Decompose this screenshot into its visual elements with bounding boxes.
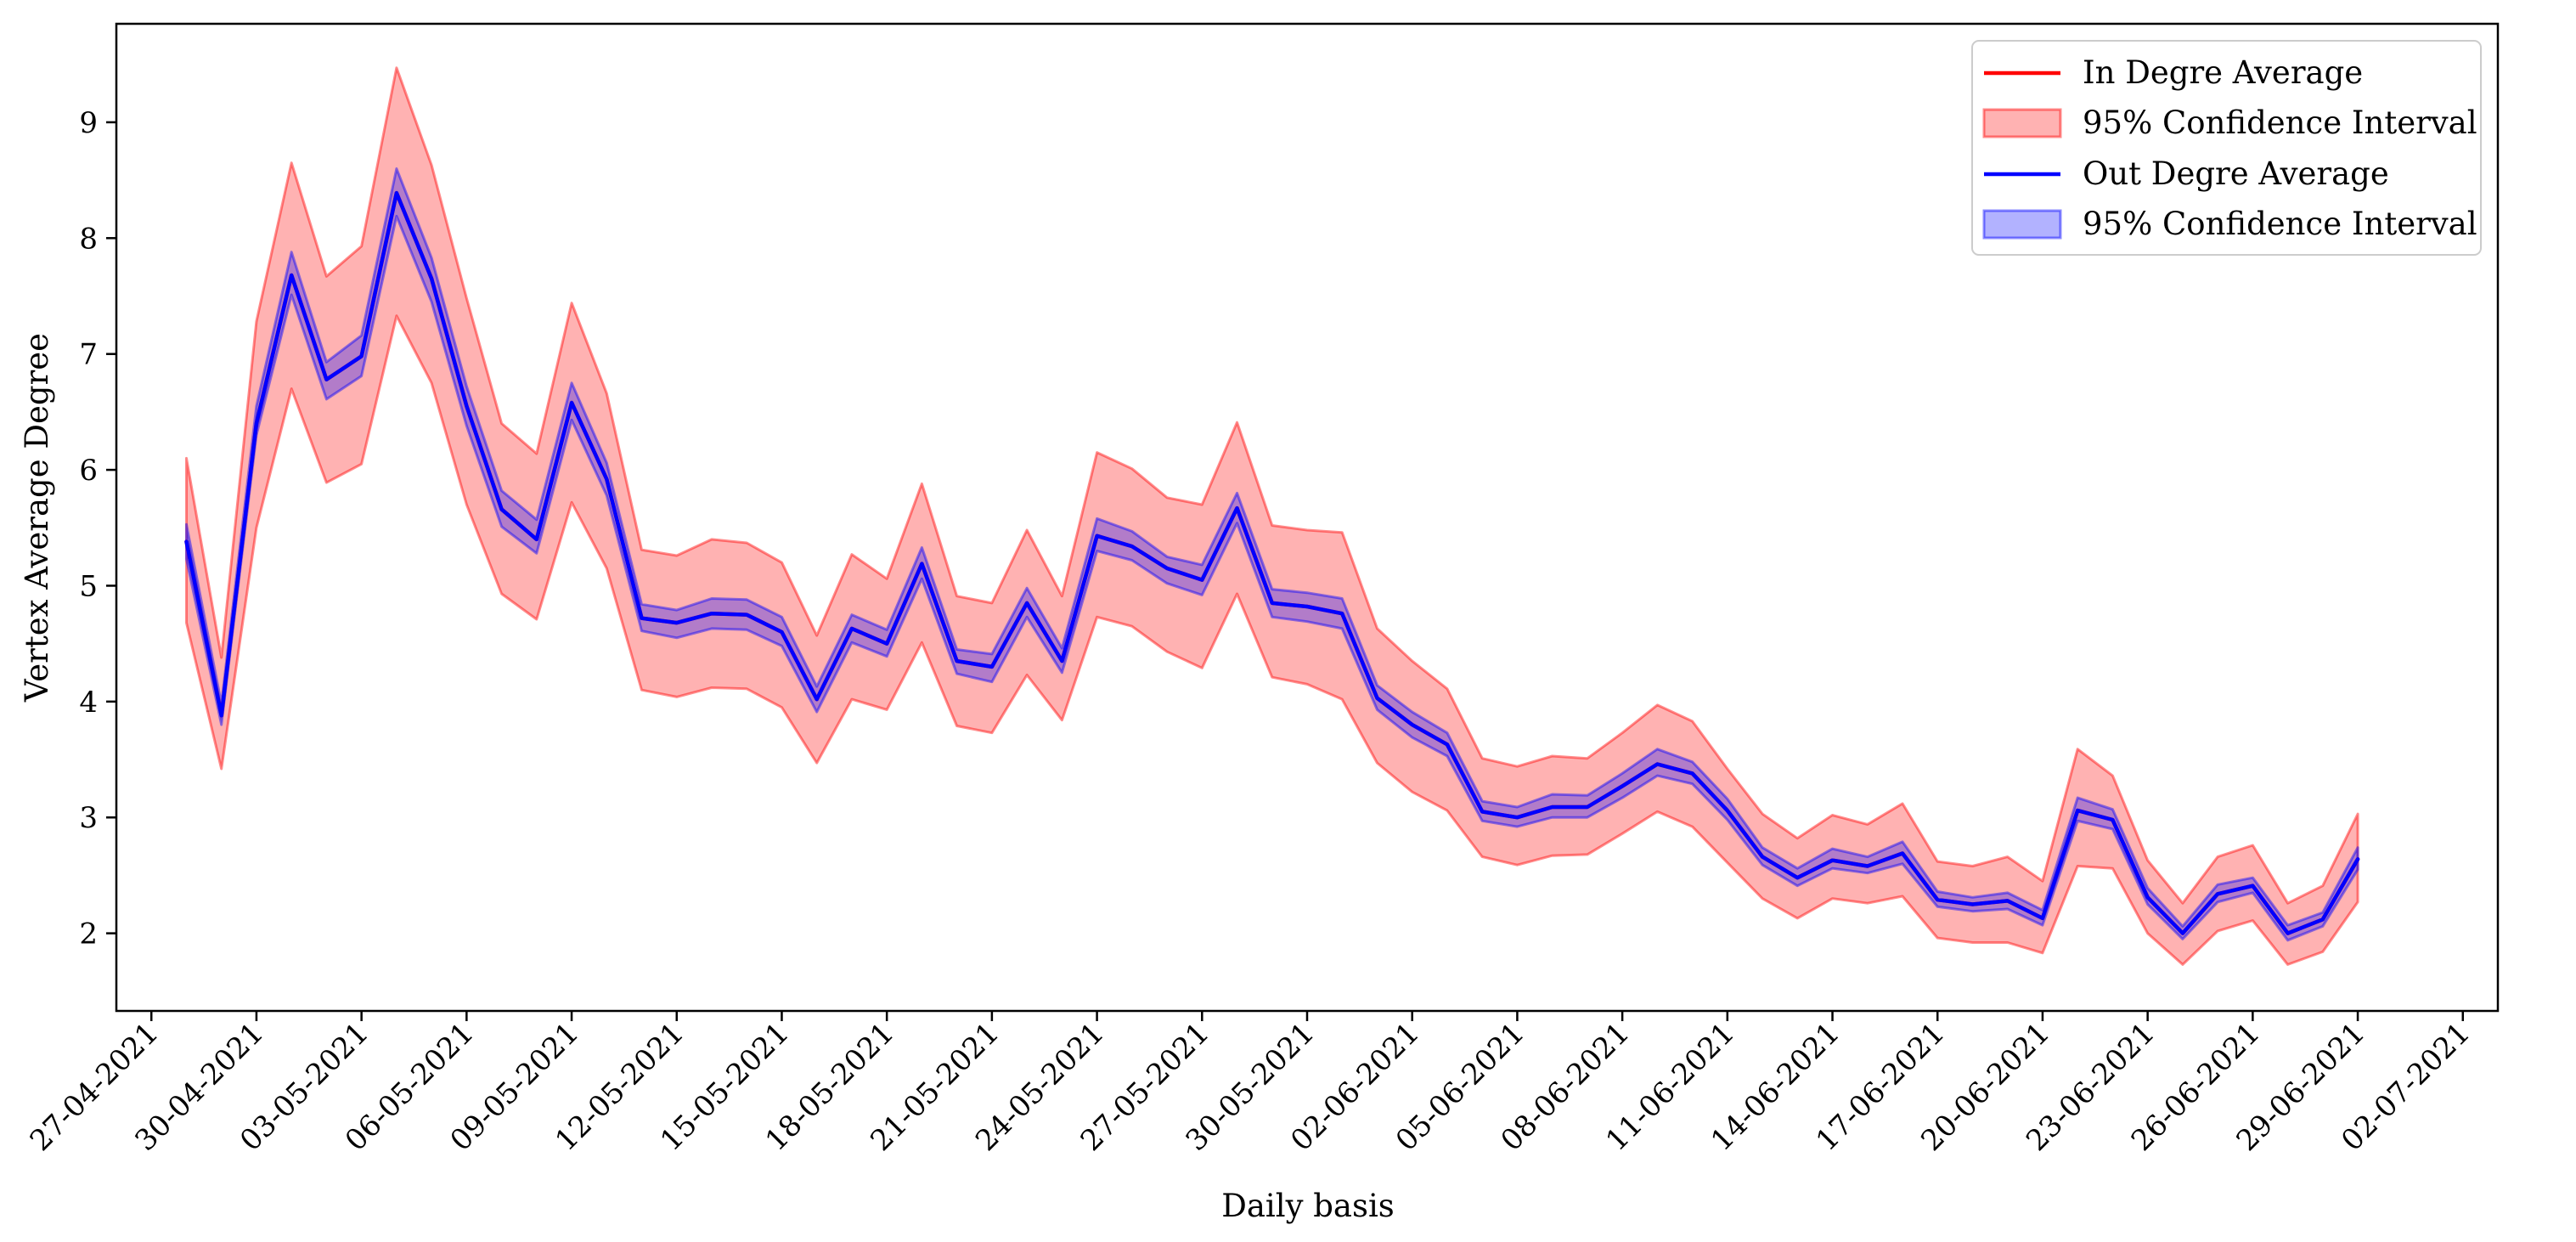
legend-patch-swatch [1982, 209, 2062, 240]
y-axis: 2 3 4 5 6 7 8 9 [79, 106, 116, 951]
y-tick-label: 6 [79, 454, 98, 488]
x-axis-title: Daily basis [1221, 1188, 1395, 1224]
legend: In Degre Average 95% Confidence Interval O… [1971, 40, 2482, 256]
y-tick-label: 3 [79, 801, 98, 835]
y-axis-title: Vertex Average Degree [19, 333, 55, 703]
legend-label: In Degre Average [2083, 54, 2363, 91]
legend-patch-swatch [1982, 108, 2062, 138]
legend-label: 95% Confidence Interval [2083, 206, 2477, 242]
y-tick-label: 7 [79, 338, 98, 372]
legend-box [1971, 40, 2482, 256]
legend-label: 95% Confidence Interval [2083, 104, 2477, 141]
legend-label: Out Degre Average [2083, 155, 2389, 192]
plot-lines [184, 190, 2360, 935]
y-tick-label: 2 [79, 917, 98, 951]
y-tick-label: 4 [79, 686, 98, 720]
y-tick-label: 8 [79, 222, 98, 256]
in-degree-confidence-band [185, 66, 2359, 966]
y-tick-label: 5 [79, 569, 98, 603]
plot-fills [185, 66, 2359, 966]
out-degree-average-line [184, 190, 2360, 935]
y-tick-label: 9 [79, 106, 98, 140]
out-degree-confidence-band [185, 167, 2359, 942]
